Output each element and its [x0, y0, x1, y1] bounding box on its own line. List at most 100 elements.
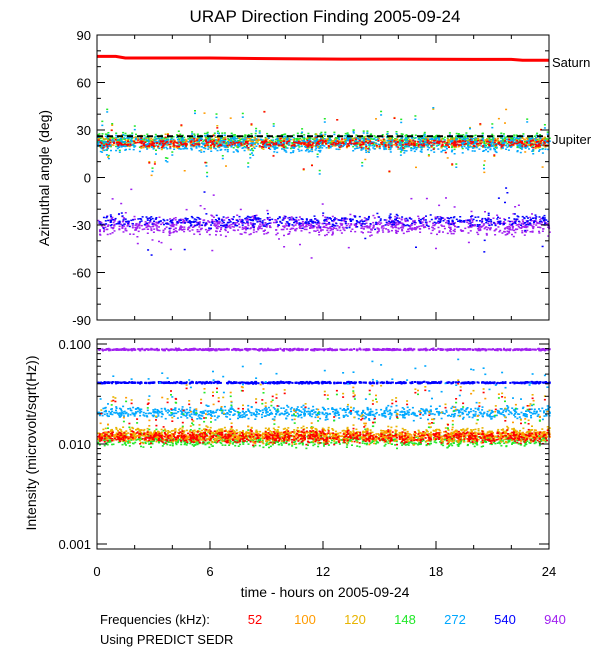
azimuth-point [203, 191, 206, 193]
azimuth-point [238, 144, 240, 146]
azimuth-point [261, 147, 263, 150]
azimuth-point [446, 145, 449, 147]
azimuth-point [233, 136, 236, 138]
azimuth-point [234, 140, 237, 143]
azimuth-point [294, 219, 297, 221]
azimuth-point [537, 140, 539, 143]
azimuth-point [446, 144, 449, 146]
azimuth-point [225, 217, 228, 219]
azimuth-point [255, 130, 258, 132]
azimuth-point [461, 146, 463, 148]
azimuth-point [420, 137, 423, 140]
azimuth-point [300, 227, 303, 230]
azimuth-point [506, 146, 509, 148]
azimuth-point [389, 146, 392, 149]
azimuth-point [321, 147, 324, 149]
azimuth-point [538, 221, 541, 223]
azimuth-point [450, 232, 453, 235]
azimuth-point [504, 219, 507, 221]
azimuth-point [325, 224, 328, 226]
azimuth-point [130, 139, 133, 142]
azimuth-point [511, 144, 513, 146]
azimuth-point [504, 234, 507, 236]
azimuth-point [121, 140, 124, 143]
azimuth-point [122, 134, 125, 136]
azimuth-point [313, 137, 316, 139]
azimuth-point [126, 137, 129, 139]
azimuth-point [254, 216, 257, 219]
azimuth-point [305, 218, 308, 220]
azimuth-point [327, 140, 330, 142]
azimuth-point [237, 220, 240, 222]
azimuth-point [546, 133, 549, 135]
azimuth-point [110, 216, 112, 218]
azimuth-point [237, 143, 240, 145]
azimuth-point [248, 216, 251, 218]
azimuth-point [478, 148, 481, 150]
azimuth-point [121, 226, 124, 228]
azimuth-point [352, 129, 355, 131]
azimuth-point [529, 222, 532, 225]
azimuth-point [182, 220, 185, 223]
azimuth-point [183, 147, 186, 150]
azimuth-point [140, 220, 143, 222]
azimuth-point [388, 215, 391, 217]
azimuth-point [115, 132, 118, 134]
azimuth-point [216, 132, 219, 134]
azimuth-point [415, 228, 418, 230]
azimuth-point [483, 142, 486, 145]
azimuth-point [144, 144, 147, 146]
azimuth-point [435, 137, 437, 140]
azimuth-point [301, 131, 304, 133]
azimuth-point [124, 139, 127, 141]
azimuth-point [198, 221, 201, 223]
azimuth-point [285, 225, 288, 227]
azimuth-point [191, 138, 194, 140]
azimuth-point [529, 231, 532, 233]
azimuth-point [488, 137, 491, 140]
azimuth-point [457, 133, 460, 135]
azimuth-point [455, 136, 458, 138]
azimuth-point [372, 221, 375, 224]
azimuth-point [398, 139, 401, 141]
azimuth-point [333, 219, 336, 222]
azimuth-point [191, 131, 194, 133]
azimuth-point [355, 145, 358, 147]
azimuth-point [224, 228, 227, 231]
azimuth-point [406, 219, 409, 221]
azimuth-point [433, 147, 436, 149]
azimuth-point [344, 222, 347, 225]
azimuth-point [134, 145, 137, 147]
azimuth-point [339, 229, 342, 232]
azimuth-point [518, 146, 521, 149]
azimuth-point [474, 224, 476, 227]
azimuth-point [470, 137, 472, 140]
azimuth-point [395, 226, 398, 229]
azimuth-point [233, 144, 236, 147]
azimuth-point [320, 140, 323, 143]
azimuth-point [127, 138, 130, 140]
azimuth-point [229, 117, 232, 119]
azimuth-point [486, 228, 489, 231]
azimuth-point [326, 138, 329, 140]
azimuth-point [177, 144, 180, 147]
azimuth-point [497, 140, 500, 142]
azimuth-point [197, 144, 200, 147]
azimuth-point [319, 146, 322, 148]
azimuth-point [396, 217, 399, 219]
azimuth-point [246, 142, 249, 145]
azimuth-point [331, 220, 333, 222]
azimuth-point [265, 142, 268, 145]
azimuth-point [146, 222, 149, 224]
azimuth-point [420, 225, 423, 227]
azimuth-point [150, 254, 153, 256]
azimuth-point [363, 223, 366, 225]
azimuth-point [541, 166, 544, 168]
azimuth-point [307, 143, 310, 145]
azimuth-point [324, 216, 327, 218]
azimuth-point [511, 225, 514, 227]
azimuth-point [502, 223, 505, 225]
azimuth-point [258, 225, 261, 227]
azimuth-point [452, 232, 455, 235]
azimuth-point [253, 218, 255, 220]
